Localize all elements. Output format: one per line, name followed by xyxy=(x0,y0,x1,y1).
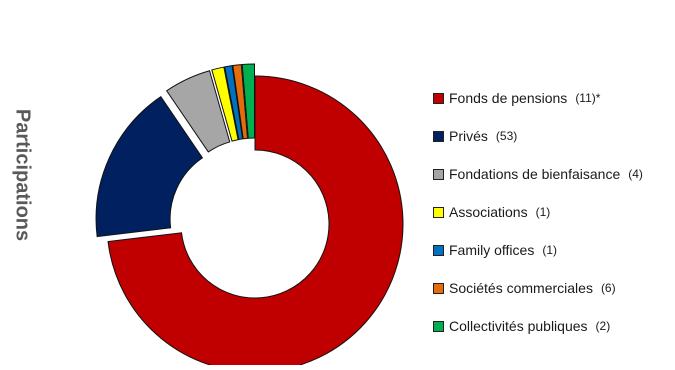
legend-count: (53) xyxy=(495,129,518,143)
legend-item: Privés (53) xyxy=(433,126,517,146)
pie-slice-0 xyxy=(107,75,404,370)
legend-swatch xyxy=(433,206,444,218)
legend-swatch xyxy=(433,244,444,256)
legend-item: Collectivités publiques (2) xyxy=(433,316,610,336)
legend-item: Associations (1) xyxy=(433,202,550,222)
pie-slice-4 xyxy=(224,65,244,141)
legend-swatch xyxy=(433,130,444,142)
pie-slice-5 xyxy=(232,64,249,140)
legend-count: (1) xyxy=(542,243,557,257)
legend-swatch xyxy=(433,168,444,180)
legend-label: Family offices xyxy=(449,242,535,258)
legend-swatch xyxy=(433,282,444,294)
legend-label: Collectivités publiques xyxy=(449,318,588,334)
legend-label: Associations xyxy=(449,204,528,220)
legend-item: Family offices (1) xyxy=(433,240,557,260)
legend-footnote-mark: * xyxy=(595,91,601,105)
legend-swatch xyxy=(433,320,444,332)
axis-title: Participations xyxy=(11,108,34,242)
legend-item: Fondations de bienfaisance (4) xyxy=(433,164,643,184)
pie-slice-3 xyxy=(211,66,239,142)
legend-count: (2) xyxy=(595,319,611,333)
legend-count: (11) xyxy=(575,91,596,105)
legend-label: Privés xyxy=(449,128,488,144)
pie-slice-6 xyxy=(241,63,255,139)
legend-item: Fonds de pensions (11) * xyxy=(433,88,600,108)
legend-item: Sociétés commerciales (6) xyxy=(433,278,616,298)
legend-count: (1) xyxy=(535,205,551,219)
pie-slice-1 xyxy=(95,95,204,238)
legend-label: Sociétés commerciales xyxy=(449,280,593,296)
legend-label: Fondations de bienfaisance xyxy=(449,166,621,182)
legend-count: (6) xyxy=(600,281,616,295)
legend-swatch xyxy=(433,92,444,104)
pie-slice-2 xyxy=(165,70,231,153)
legend-count: (4) xyxy=(628,167,643,181)
legend-label: Fonds de pensions xyxy=(449,90,568,106)
